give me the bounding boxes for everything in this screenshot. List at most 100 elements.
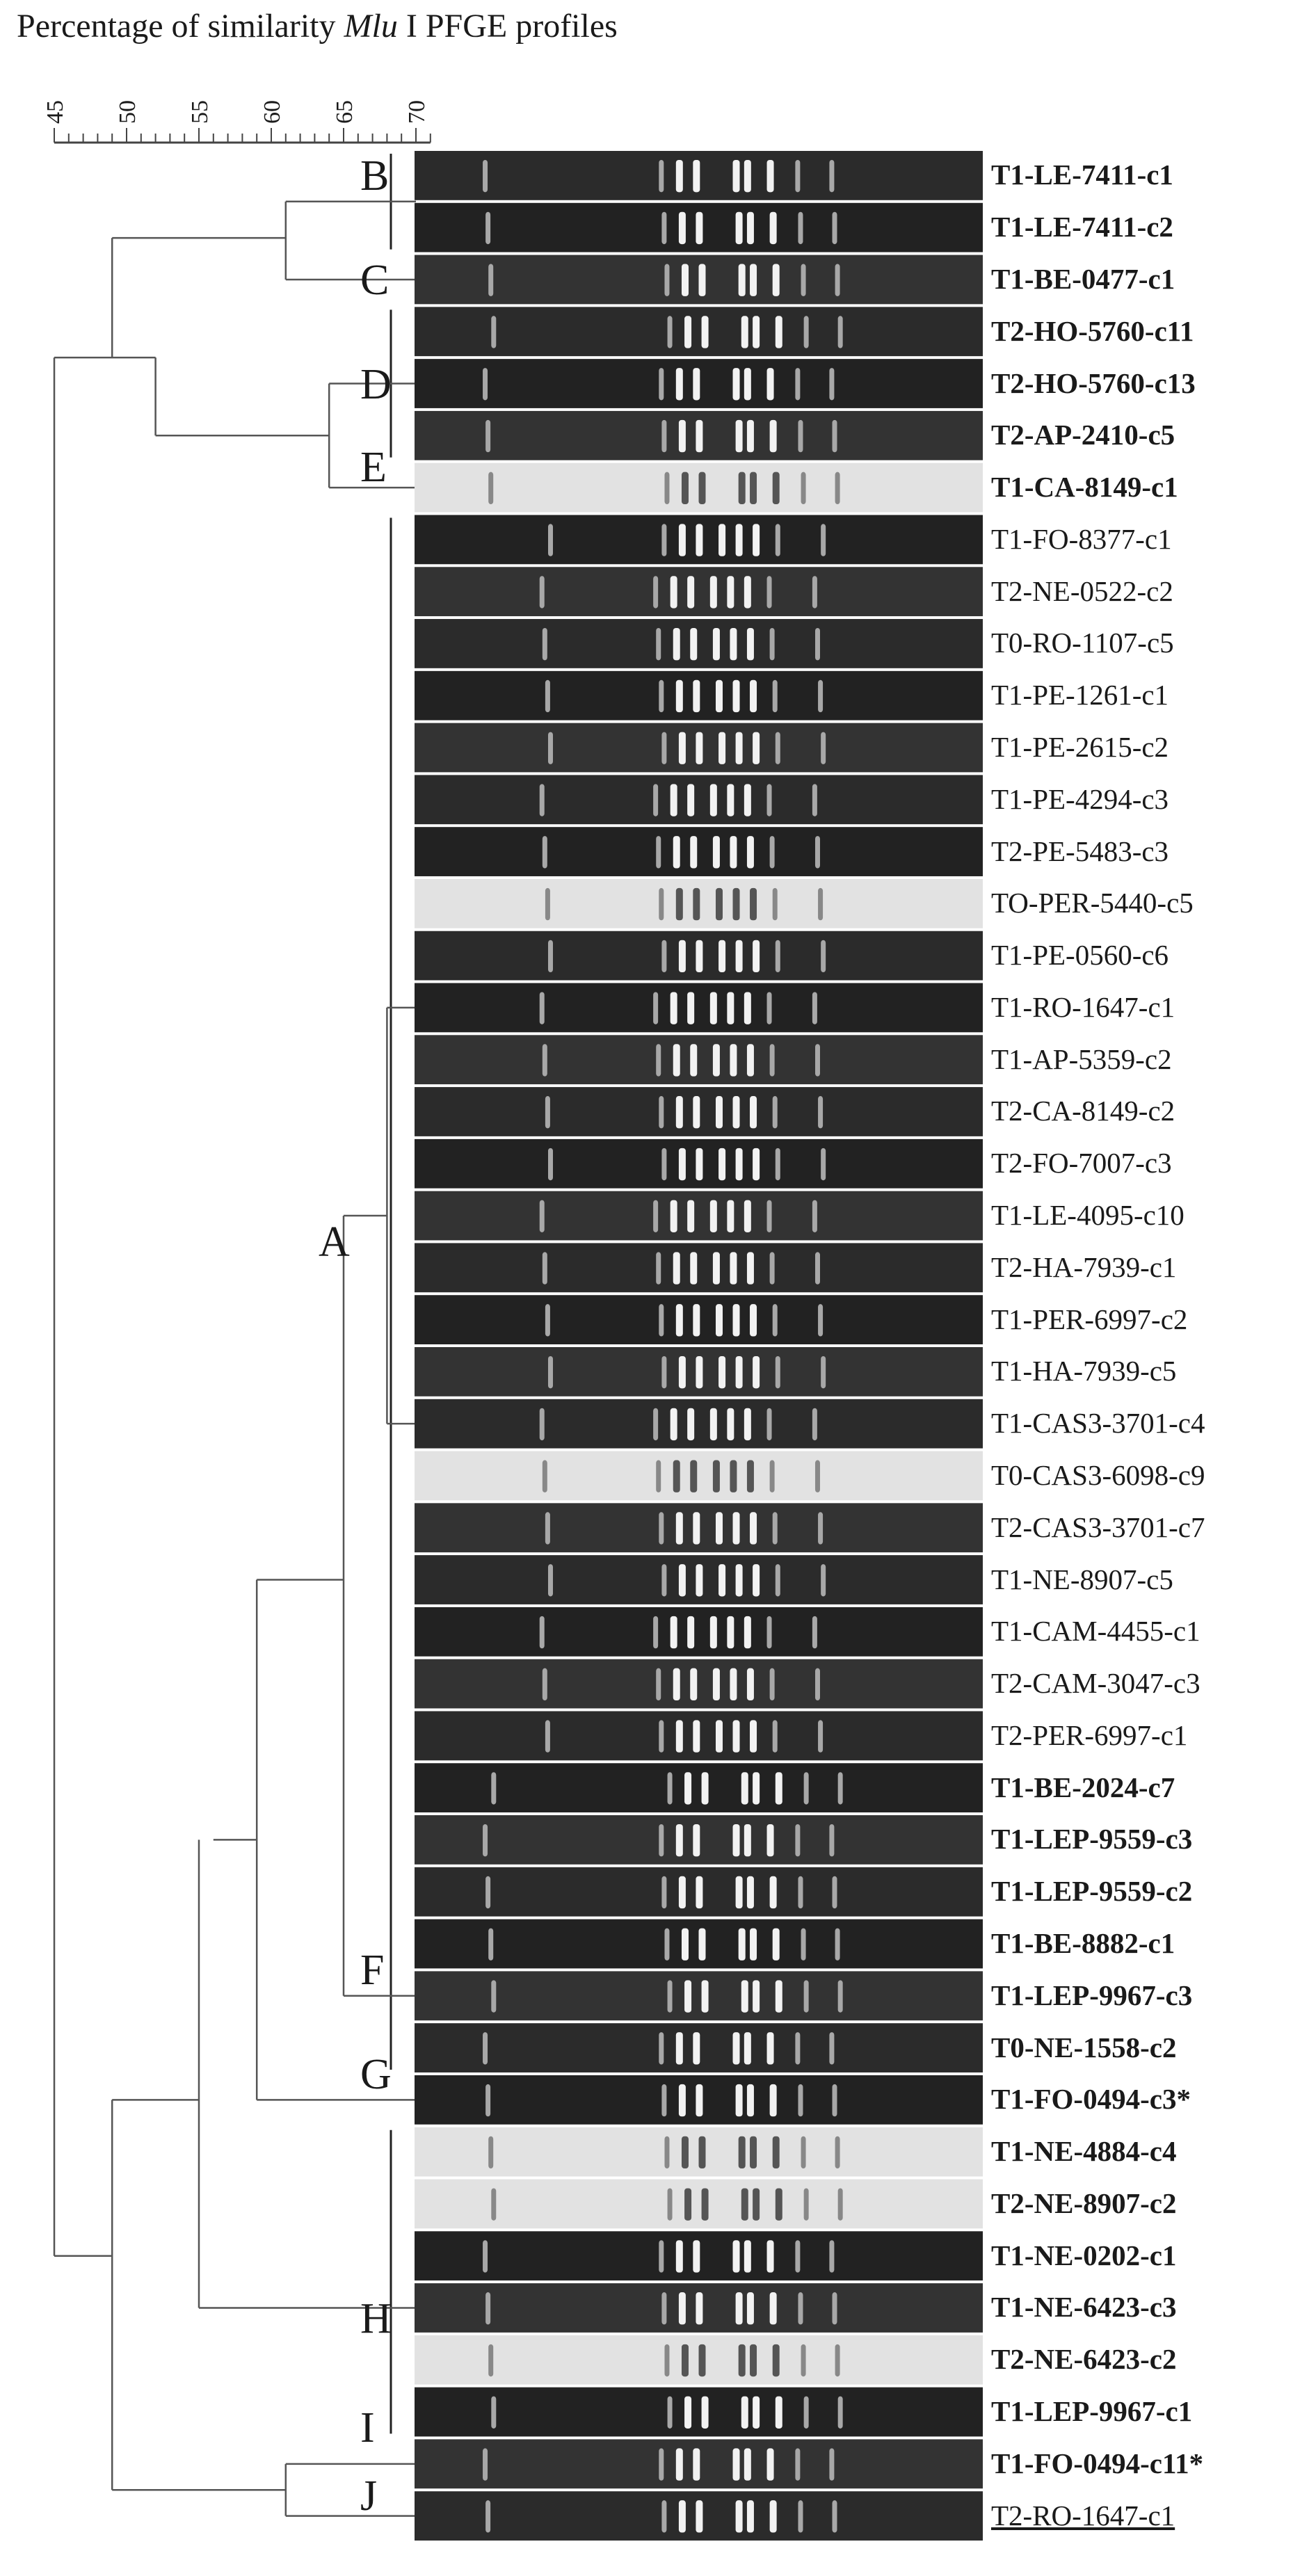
strain-label: T1-LEP-9967-c1	[991, 2395, 1193, 2428]
gel-band	[701, 1772, 709, 1805]
gel-band	[656, 628, 661, 661]
gel-band	[718, 1148, 726, 1181]
gel-band	[684, 1772, 692, 1805]
gel-band	[750, 1096, 757, 1129]
gel-lane	[415, 1243, 983, 1293]
gel-band	[681, 1928, 689, 1961]
gel-band	[835, 1928, 840, 1961]
gel-band	[750, 2136, 757, 2169]
gel-band	[744, 2032, 751, 2065]
gel-lane	[415, 1971, 983, 2021]
gel-band	[653, 1200, 659, 1232]
strain-label: T1-FO-8377-c1	[991, 522, 1172, 555]
gel-band	[835, 472, 840, 505]
gel-band	[547, 1355, 553, 1389]
gel-band	[738, 264, 746, 296]
gel-band	[732, 679, 740, 713]
gel-band	[488, 1928, 494, 1961]
gel-band	[718, 1564, 726, 1597]
gel-band	[812, 1200, 817, 1232]
gel-band	[766, 1616, 772, 1649]
gel-band	[693, 1720, 700, 1753]
gel-lane	[415, 983, 983, 1033]
scale-tick-label: 50	[115, 100, 140, 124]
gel-band	[821, 940, 826, 973]
gel-band	[795, 2240, 801, 2273]
strain-label: T1-NE-0202-c1	[991, 2239, 1177, 2271]
gel-band	[716, 1096, 723, 1129]
strain-label: T1-FO-0494-c11*	[991, 2447, 1204, 2479]
gel-band	[693, 1304, 700, 1337]
gel-band	[753, 316, 760, 348]
strain-label: T1-LE-7411-c1	[991, 159, 1173, 191]
gel-band	[659, 1304, 664, 1337]
gel-band	[772, 1304, 778, 1337]
gel-band	[539, 1408, 545, 1441]
gel-band	[766, 2448, 774, 2481]
gel-band	[693, 1824, 700, 1857]
gel-band	[753, 2396, 760, 2429]
gel-band	[798, 2084, 803, 2117]
strain-label: T2-AP-2410-c5	[991, 419, 1175, 451]
strain-label: T1-AP-5359-c2	[991, 1043, 1172, 1075]
gel-band	[483, 159, 488, 193]
gel-band	[678, 2500, 686, 2533]
gel-band	[772, 1720, 778, 1753]
gel-lane	[415, 2179, 983, 2229]
gel-band	[693, 2032, 700, 2065]
gel-band	[659, 159, 664, 193]
gel-band	[678, 524, 686, 556]
gel-band	[690, 628, 698, 661]
gel-band	[491, 2188, 497, 2221]
gel-band	[656, 1668, 661, 1701]
gel-band	[746, 836, 754, 869]
gel-band	[690, 1252, 698, 1285]
gel-band	[821, 524, 826, 556]
gel-band	[661, 732, 667, 764]
gel-band	[716, 1304, 723, 1337]
gel-band	[795, 2448, 801, 2481]
gel-band	[678, 1148, 686, 1181]
gel-band	[545, 1720, 550, 1753]
gel-band	[772, 2136, 780, 2169]
gel-band	[678, 2084, 686, 2117]
gel-band	[675, 1824, 683, 1857]
gel-band	[684, 2396, 692, 2429]
gel-band	[769, 836, 775, 869]
gel-band	[832, 211, 837, 245]
gel-band	[735, 1148, 743, 1181]
strain-label: T1-PE-0560-c6	[991, 939, 1169, 972]
gel-band	[795, 1824, 801, 1857]
gel-band	[542, 1460, 547, 1492]
gel-band	[485, 2084, 491, 2117]
gel-lane	[415, 775, 983, 825]
gel-band	[735, 2292, 743, 2325]
gel-band	[735, 2500, 743, 2533]
gel-band	[775, 732, 780, 764]
gel-band	[709, 992, 717, 1024]
gel-band	[812, 576, 817, 609]
gel-band	[664, 2136, 670, 2169]
strain-label: T1-PE-4294-c3	[991, 782, 1169, 815]
gel-band	[664, 2344, 670, 2377]
gel-band	[727, 1408, 734, 1441]
gel-band	[491, 1772, 497, 1805]
gel-band	[803, 1772, 809, 1805]
gel-band	[821, 1564, 826, 1597]
gel-band	[485, 419, 491, 453]
gel-band	[670, 576, 677, 609]
gel-band	[653, 1616, 659, 1649]
gel-band	[812, 992, 817, 1024]
gel-band	[687, 992, 695, 1024]
gel-band	[718, 524, 726, 556]
gel-lane	[415, 307, 983, 357]
gel-band	[753, 1355, 760, 1389]
gel-band	[744, 368, 751, 401]
gel-band	[667, 316, 673, 348]
gel-band	[744, 992, 751, 1024]
gel-band	[732, 887, 740, 921]
gel-lane	[415, 827, 983, 876]
gel-band	[693, 2448, 700, 2481]
strain-label: T0-CAS3-6098-c9	[991, 1458, 1205, 1491]
gel-band	[775, 316, 782, 348]
